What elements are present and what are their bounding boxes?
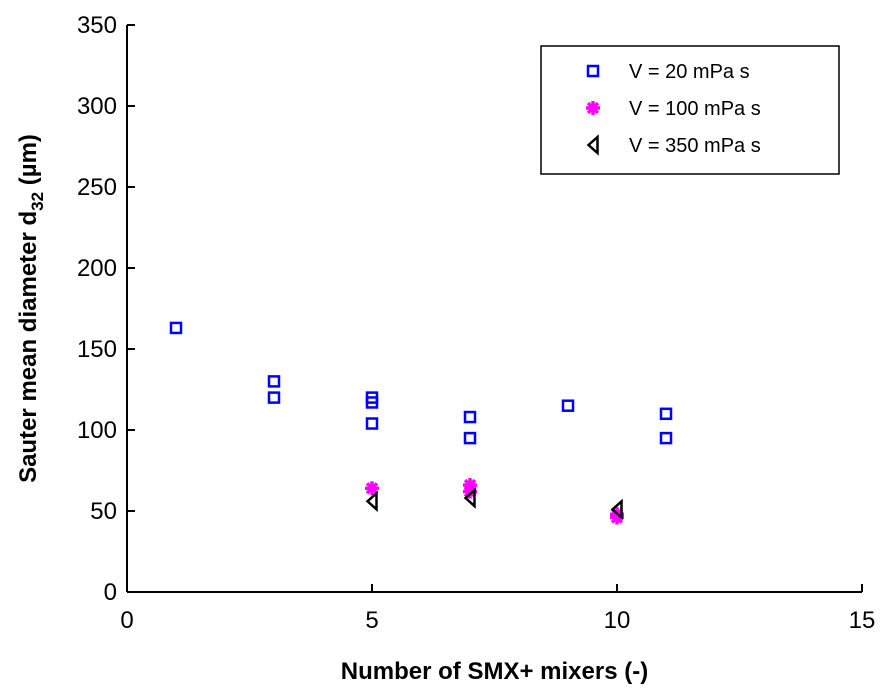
legend-label: V = 100 mPa s	[629, 98, 761, 120]
data-point	[659, 407, 673, 421]
y-axis-title-unit: (µm)	[15, 134, 42, 192]
y-axis-title: Sauter mean diameter d32 (µm)	[15, 134, 47, 483]
legend-items: V = 20 mPa s V = 100 mPa s V = 350 mPa s	[586, 61, 761, 157]
data-point-stroke	[463, 485, 477, 498]
series-2	[365, 478, 624, 525]
data-point	[365, 417, 379, 430]
data-point	[169, 321, 183, 335]
legend-label: V = 350 mPa s	[629, 135, 761, 157]
data-point	[267, 375, 281, 388]
axes	[126, 25, 862, 593]
data-points	[169, 321, 673, 525]
data-point	[659, 431, 673, 445]
x-tick-labels: 0 5 10 15	[120, 607, 875, 634]
series-1	[169, 321, 673, 445]
data-point	[463, 431, 477, 445]
data-point	[610, 498, 623, 521]
tick-marks	[126, 24, 863, 593]
data-point	[463, 487, 476, 509]
y-tick-label: 50	[90, 498, 117, 525]
data-point	[561, 399, 575, 412]
y-tick-label: 0	[104, 579, 117, 606]
y-axis-title-main: Sauter mean diameter d	[15, 211, 42, 483]
x-tick-label: 0	[120, 607, 133, 634]
data-point-stroke	[365, 482, 379, 495]
x-tick-label: 5	[365, 607, 378, 634]
y-tick-label: 200	[77, 255, 117, 282]
data-point	[267, 391, 281, 404]
y-axis-title-subscript: 32	[28, 192, 47, 211]
data-point	[365, 396, 379, 409]
legend-marker	[586, 101, 600, 115]
x-tick-label: 10	[604, 607, 631, 634]
data-point	[365, 481, 379, 496]
legend: V = 20 mPa s V = 100 mPa s V = 350 mPa s	[540, 45, 840, 175]
data-point	[463, 410, 477, 424]
legend-label: V = 20 mPa s	[629, 61, 750, 83]
legend-marker-stroke	[586, 101, 600, 115]
y-tick-label: 250	[77, 174, 117, 201]
y-tick-label: 300	[77, 93, 117, 120]
data-point	[365, 490, 378, 513]
y-tick-label: 100	[77, 417, 117, 444]
legend-marker	[586, 64, 600, 78]
legend-marker	[586, 134, 599, 156]
y-tick-label: 150	[77, 336, 117, 363]
y-tick-labels: 0 50 100 150 200 250 300 350	[77, 12, 117, 606]
x-tick-label: 15	[849, 607, 876, 634]
series-3	[365, 487, 623, 521]
y-tick-label: 350	[77, 12, 117, 39]
x-axis-title: Number of SMX+ mixers (-)	[341, 658, 648, 685]
